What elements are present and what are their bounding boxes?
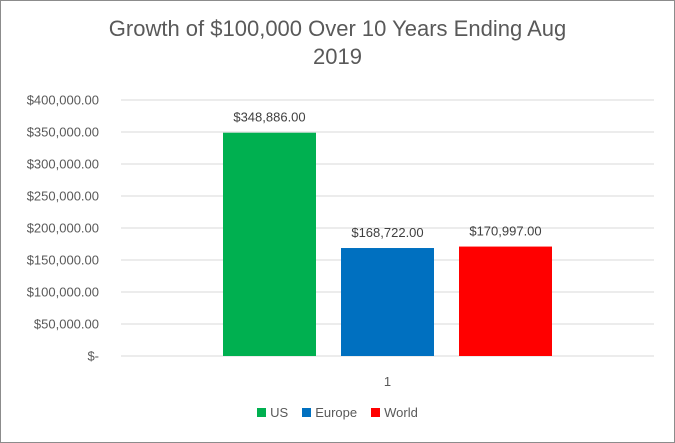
chart-legend: US Europe World	[1, 405, 674, 420]
bar-europe	[341, 248, 434, 356]
chart-title: Growth of $100,000 Over 10 Years Ending …	[1, 15, 674, 71]
legend-swatch-world	[371, 408, 381, 417]
y-tick-label: $100,000.00	[27, 285, 99, 300]
legend-label-world: World	[384, 405, 418, 420]
bar-us	[223, 132, 316, 356]
y-tick-label: $-	[87, 349, 99, 364]
y-tick-label: $150,000.00	[27, 253, 99, 268]
data-label-europe: $168,722.00	[351, 225, 423, 240]
legend-item-world: World	[371, 405, 418, 420]
chart-title-line1: Growth of $100,000 Over 10 Years Ending …	[108, 16, 567, 41]
bar-world	[459, 246, 552, 356]
x-tick-label: 1	[384, 374, 391, 389]
data-label-world: $170,997.00	[469, 224, 541, 239]
y-tick-label: $300,000.00	[27, 157, 99, 172]
y-tick-label: $350,000.00	[27, 125, 99, 140]
legend-label-europe: Europe	[315, 405, 358, 420]
legend-item-us: US	[257, 405, 288, 420]
data-label-us: $348,886.00	[233, 110, 305, 125]
legend-item-europe: Europe	[302, 405, 357, 420]
y-tick-label: $50,000.00	[34, 317, 99, 332]
legend-swatch-europe	[302, 408, 312, 417]
y-tick-label: $400,000.00	[27, 93, 99, 108]
chart-title-line2: 2019	[313, 44, 362, 69]
legend-label-us: US	[270, 405, 289, 420]
y-tick-label: $200,000.00	[27, 221, 99, 236]
legend-swatch-us	[257, 408, 267, 417]
y-tick-label: $250,000.00	[27, 189, 99, 204]
